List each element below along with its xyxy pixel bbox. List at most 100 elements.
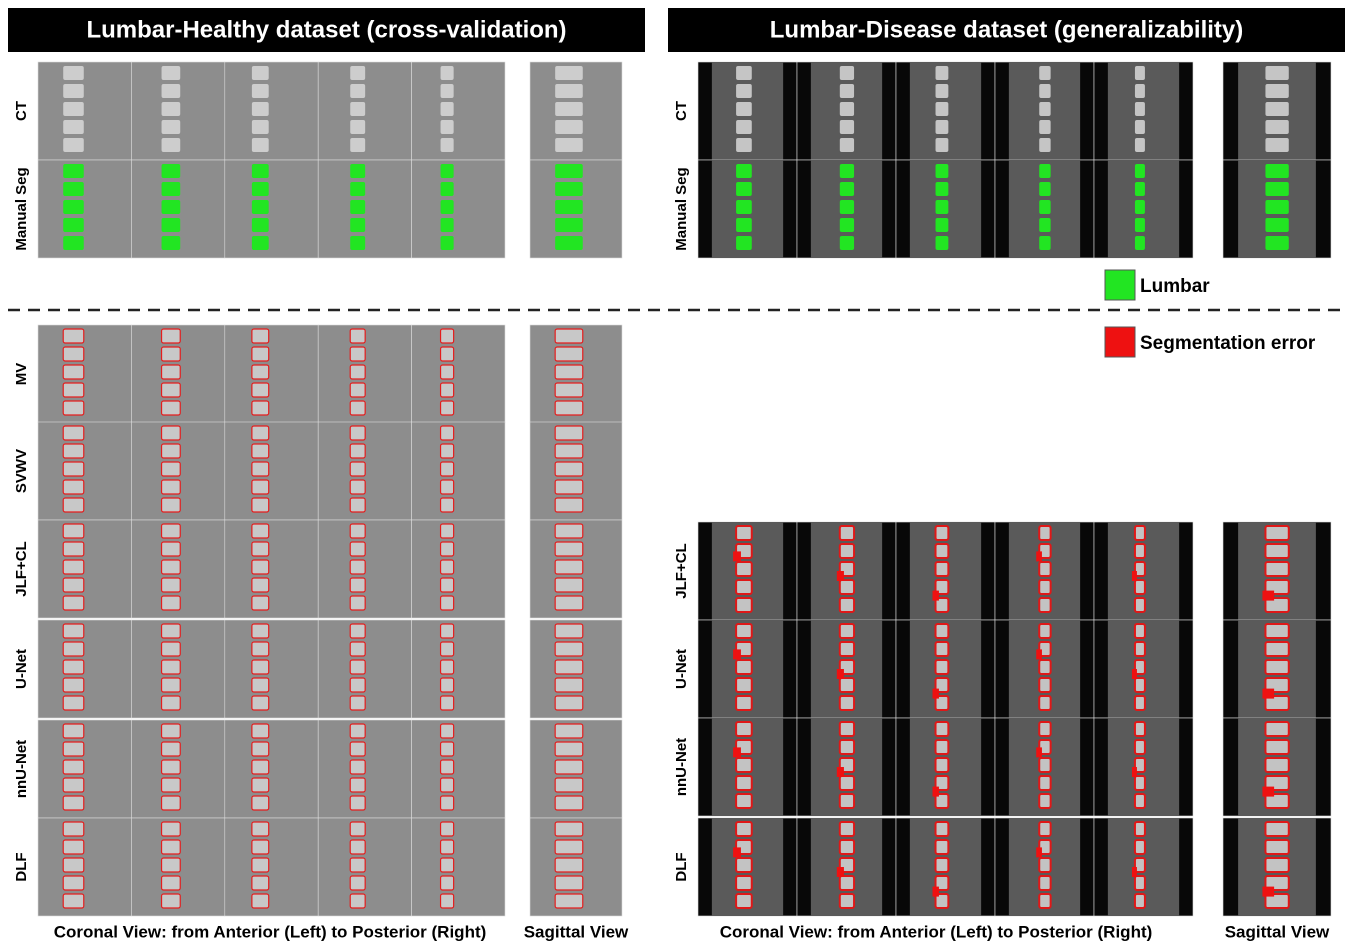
- vertebra: [1264, 739, 1290, 755]
- vertebra: [1264, 561, 1290, 577]
- image-cell: [224, 159, 319, 259]
- vertebra: [554, 741, 584, 757]
- vertebra: [1039, 218, 1051, 232]
- vertebra: [251, 577, 270, 593]
- vertebra: [349, 497, 366, 513]
- vertebra: [439, 741, 455, 757]
- image-cell: [411, 159, 506, 259]
- vertebra: [838, 597, 856, 613]
- vertebra: [838, 739, 856, 755]
- vertebra: [1038, 561, 1052, 577]
- vertebra: [1039, 84, 1051, 98]
- vertebra: [439, 759, 455, 775]
- error-blob: [932, 688, 939, 699]
- vertebra: [160, 479, 181, 495]
- vertebra: [62, 723, 85, 739]
- vertebra: [934, 677, 950, 693]
- vertebra: [440, 102, 454, 116]
- vertebra: [251, 328, 270, 344]
- image-cell: [37, 421, 132, 521]
- vertebra: [161, 138, 181, 152]
- vertebra: [439, 425, 455, 441]
- image-cell: [224, 324, 319, 424]
- vertebra: [440, 164, 454, 178]
- vertebra: [439, 893, 455, 909]
- vertebra: [1264, 721, 1290, 737]
- vertebra: [1133, 579, 1146, 595]
- vertebra: [554, 541, 584, 557]
- image-cell: [224, 519, 319, 619]
- image-cell: [224, 421, 319, 521]
- vertebra: [554, 893, 584, 909]
- vertebra: [736, 102, 752, 116]
- vertebra: [160, 777, 181, 793]
- vertebra: [1133, 821, 1146, 837]
- legend-swatch: [1104, 326, 1136, 358]
- vertebra: [439, 821, 455, 837]
- vertebra: [934, 793, 950, 809]
- vertebra: [735, 893, 753, 909]
- error-blob: [1036, 747, 1042, 758]
- vertebra: [934, 721, 950, 737]
- vertebra: [160, 364, 181, 380]
- vertebra: [350, 182, 366, 196]
- vertebra: [935, 182, 949, 196]
- caption: Coronal View: from Anterior (Left) to Po…: [54, 922, 487, 941]
- vertebra: [439, 400, 455, 416]
- vertebra: [1264, 623, 1290, 639]
- vertebra: [440, 120, 454, 134]
- vertebra: [439, 497, 455, 513]
- vertebra: [1264, 641, 1290, 657]
- vertebra: [63, 200, 84, 214]
- vertebra: [62, 623, 85, 639]
- vertebra: [1133, 659, 1146, 675]
- vertebra: [1264, 793, 1290, 809]
- vertebra: [62, 346, 85, 362]
- vertebra: [555, 200, 583, 214]
- vertebra: [350, 200, 366, 214]
- vertebra: [349, 479, 366, 495]
- row-label: CT: [673, 101, 690, 121]
- vertebra: [62, 741, 85, 757]
- vertebra: [161, 182, 181, 196]
- vertebra: [1038, 543, 1052, 559]
- error-blob: [836, 767, 844, 777]
- vertebra: [160, 893, 181, 909]
- vertebra: [554, 659, 584, 675]
- caption: Coronal View: from Anterior (Left) to Po…: [720, 922, 1153, 941]
- vertebra: [1265, 66, 1289, 80]
- vertebra: [62, 479, 85, 495]
- vertebra: [251, 236, 269, 250]
- image-cell: [411, 61, 506, 161]
- vertebra: [349, 723, 366, 739]
- vertebra: [62, 364, 85, 380]
- image-cell: [411, 817, 506, 917]
- error-blob: [733, 847, 741, 858]
- vertebra: [1038, 641, 1052, 657]
- vertebra: [349, 346, 366, 362]
- vertebra: [554, 875, 584, 891]
- vertebra: [62, 695, 85, 711]
- vertebra: [439, 857, 455, 873]
- vertebra: [554, 425, 584, 441]
- vertebra: [1038, 579, 1052, 595]
- vertebra: [1264, 839, 1290, 855]
- vertebra: [555, 138, 583, 152]
- panel-title: Lumbar-Healthy dataset (cross-validation…: [86, 16, 566, 43]
- vertebra: [349, 893, 366, 909]
- vertebra: [349, 623, 366, 639]
- image-cell: [411, 719, 506, 819]
- vertebra: [62, 795, 85, 811]
- vertebra: [251, 857, 270, 873]
- vertebra: [736, 138, 752, 152]
- vertebra: [349, 577, 366, 593]
- vertebra: [62, 759, 85, 775]
- vertebra: [439, 595, 455, 611]
- vertebra: [439, 443, 455, 459]
- vertebra: [62, 839, 85, 855]
- image-cell: [411, 421, 506, 521]
- vertebra: [736, 236, 752, 250]
- vertebra: [350, 138, 366, 152]
- vertebra: [1264, 775, 1290, 791]
